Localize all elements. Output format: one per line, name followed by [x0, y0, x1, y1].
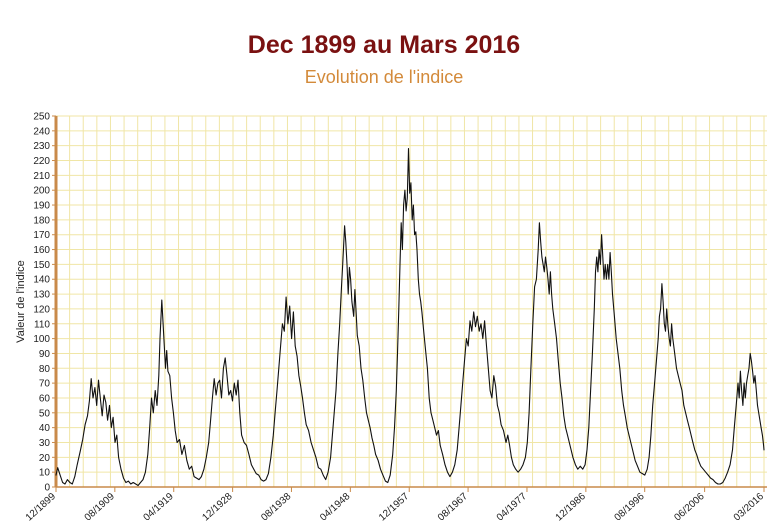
y-tick-label: 80 [39, 364, 51, 375]
x-tick-label: 12/1986 [554, 491, 589, 524]
y-tick-label: 240 [33, 126, 50, 137]
y-tick-label: 250 [33, 112, 50, 123]
series-layer [55, 148, 765, 487]
y-tick-label: 90 [39, 349, 51, 360]
y-tick-label: 190 [33, 201, 50, 212]
y-tick-label: 110 [34, 319, 50, 330]
y-tick-label: 170 [33, 230, 50, 241]
y-tick-label: 180 [33, 215, 50, 226]
y-tick-label: 10 [39, 468, 51, 479]
y-tick-label: 0 [44, 483, 50, 494]
x-tick-label: 12/1899 [24, 491, 59, 524]
y-tick-label: 120 [33, 304, 50, 315]
y-tick-label: 220 [33, 156, 50, 167]
y-tick-label: 100 [33, 334, 50, 345]
x-tick-label: 12/1957 [377, 491, 412, 524]
series-line-0 [55, 148, 765, 487]
label-layer: 0 10 20 30 40 50 60 70 80 90 100 110 120 130 140 150 160… [15, 112, 766, 524]
x-tick-label: 06/2006 [672, 491, 707, 524]
y-axis-label: Valeur de l'indice [15, 260, 27, 343]
x-tick-label: 08/1938 [259, 491, 294, 524]
y-tick-label: 130 [33, 290, 50, 301]
y-tick-label: 140 [33, 275, 50, 286]
y-tick-label: 40 [39, 423, 51, 434]
y-tick-label: 150 [33, 260, 50, 271]
y-tick-label: 20 [39, 453, 51, 464]
x-tick-label: 08/1909 [83, 491, 118, 524]
x-tick-label: 04/1948 [318, 491, 353, 524]
y-tick-label: 210 [33, 171, 50, 182]
axis-layer [52, 115, 767, 492]
y-tick-label: 30 [39, 438, 51, 449]
chart-subtitle: Evolution de l'indice [304, 67, 464, 87]
x-tick-label: 12/1928 [200, 491, 235, 524]
grid-layer [55, 115, 767, 488]
y-tick-label: 160 [33, 245, 50, 256]
y-tick-label: 60 [39, 393, 51, 404]
y-tick-label: 200 [33, 186, 50, 197]
chart-title: Dec 1899 au Mars 2016 [247, 31, 521, 59]
y-tick-label: 50 [39, 408, 51, 419]
x-tick-label: 08/1996 [612, 491, 647, 524]
x-tick-label: 03/2016 [732, 491, 767, 524]
x-tick-label: 08/1967 [436, 491, 471, 524]
y-tick-label: 230 [33, 141, 50, 152]
x-tick-label: 04/1919 [142, 491, 177, 524]
y-tick-label: 70 [39, 379, 51, 390]
x-tick-label: 04/1977 [495, 491, 530, 524]
